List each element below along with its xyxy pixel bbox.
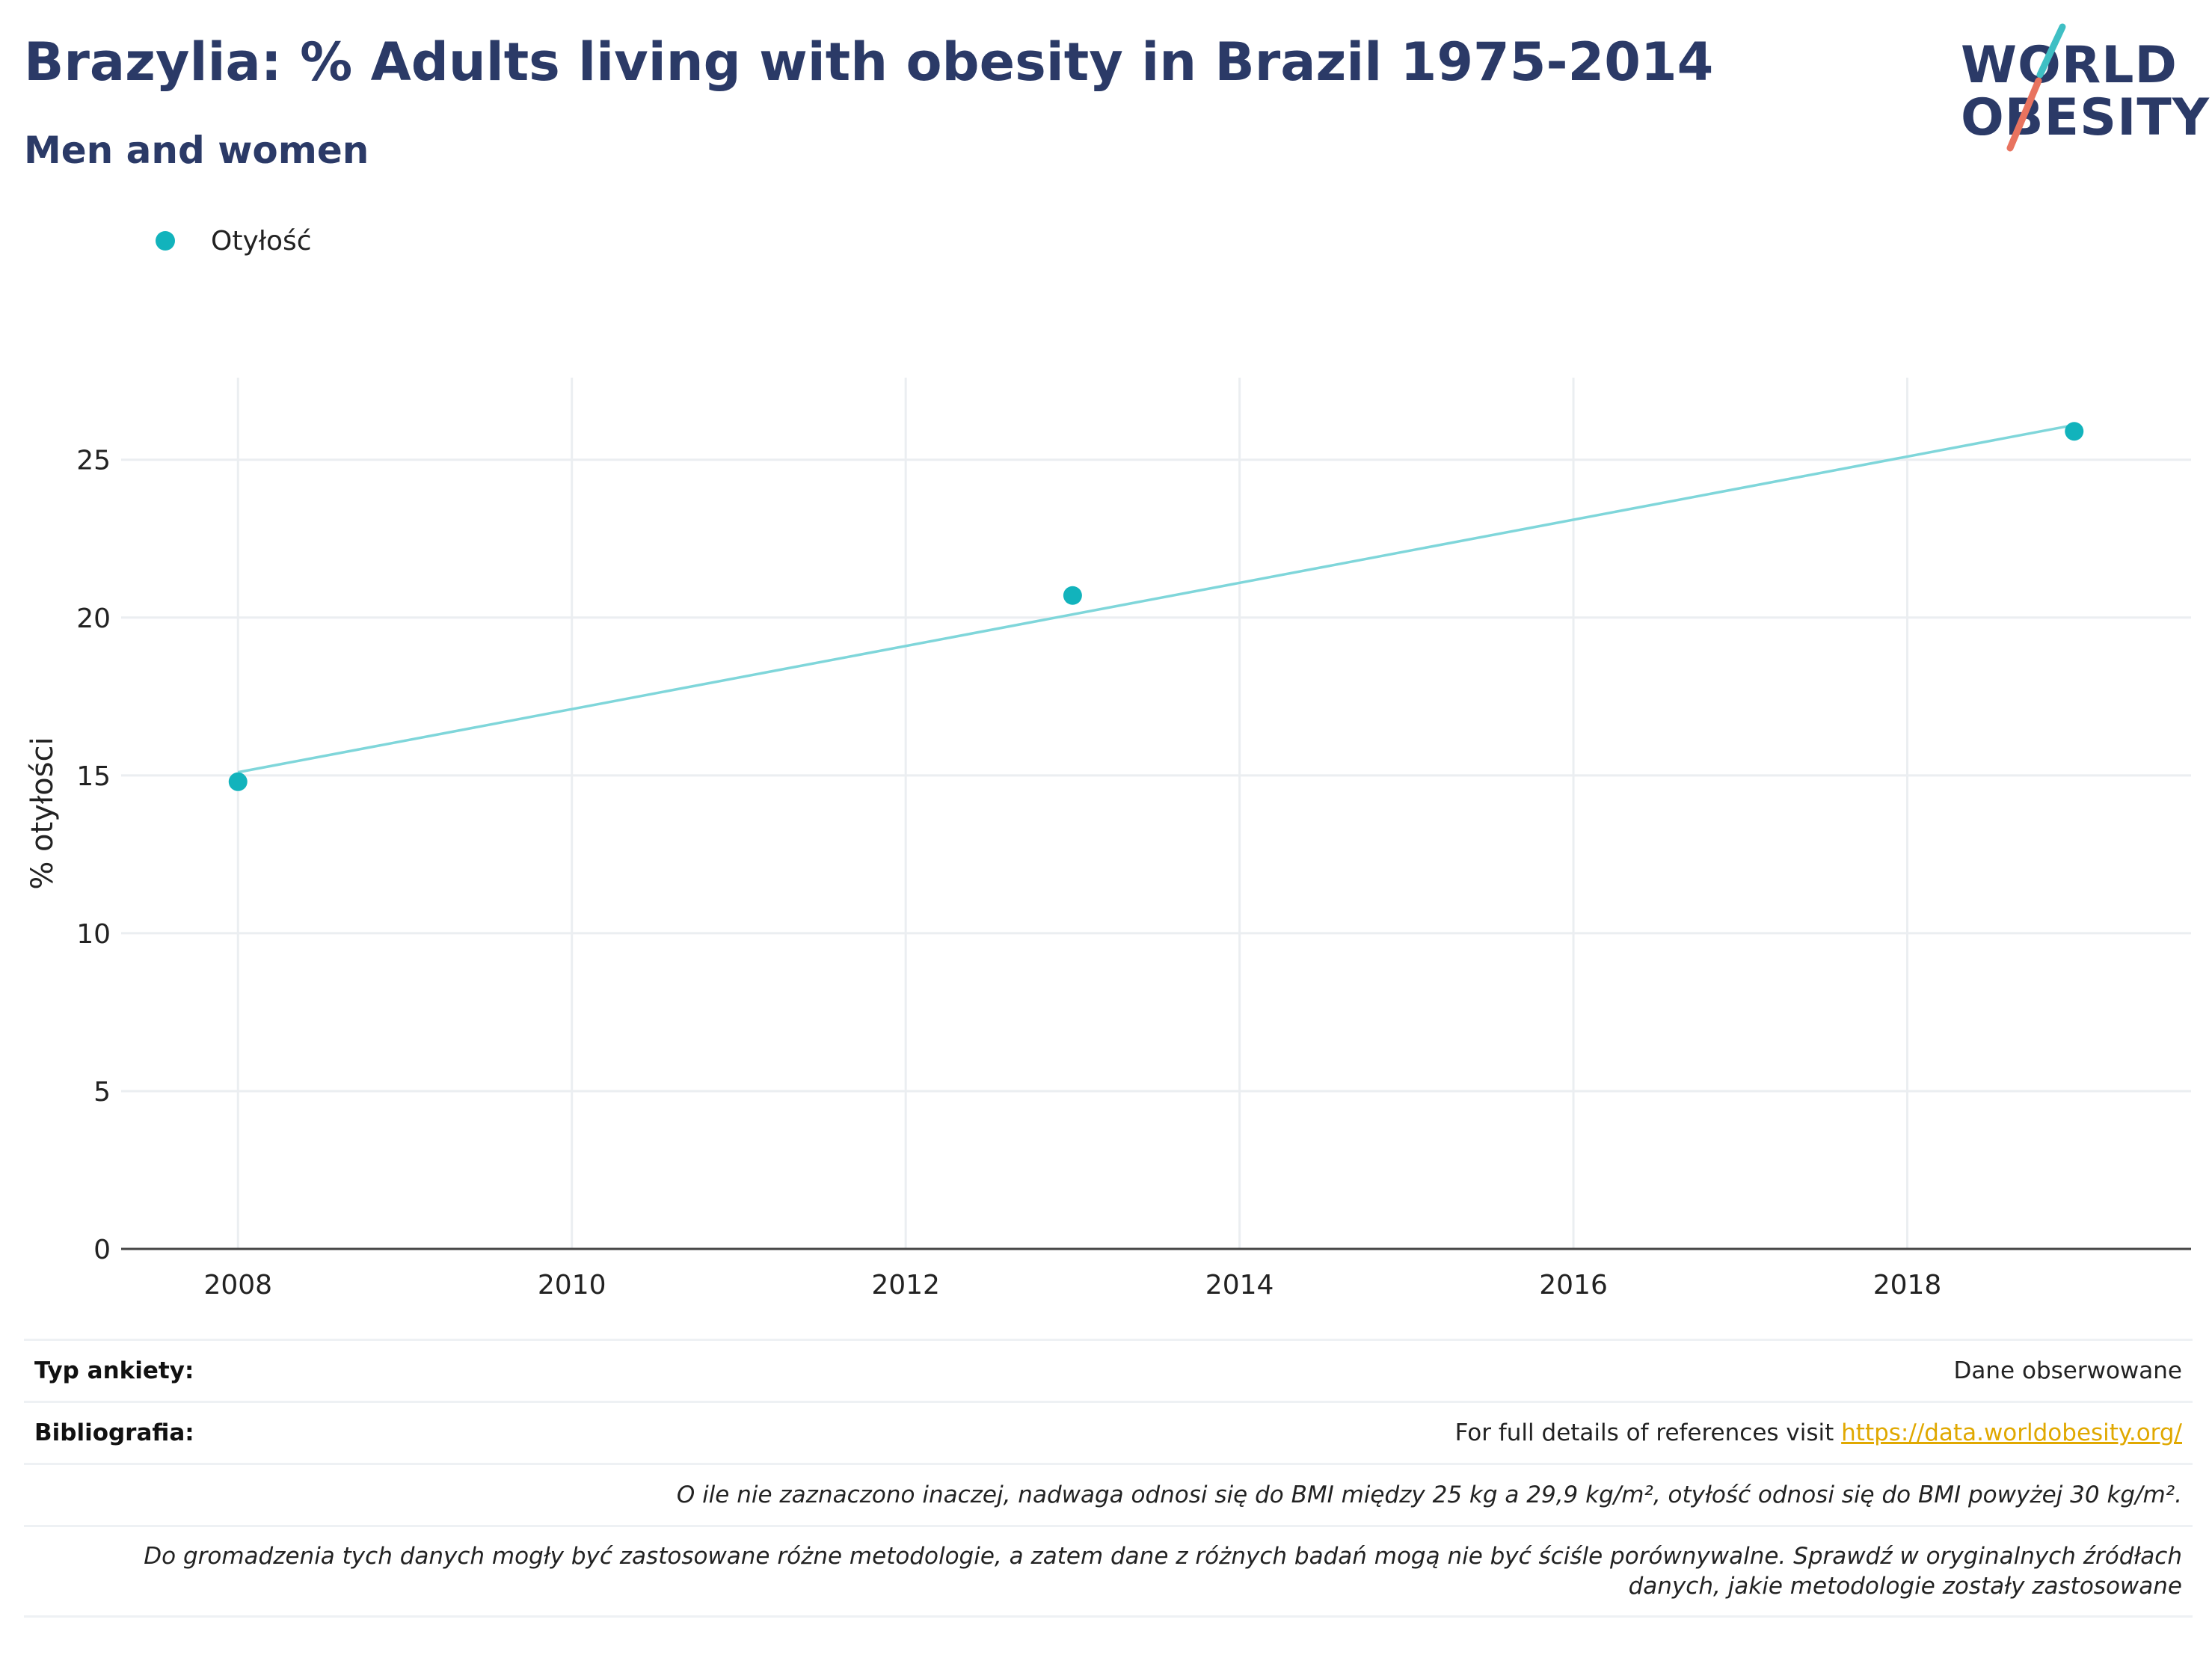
methods-note-row: Do gromadzenia tych danych mogły być zas… — [24, 1525, 2193, 1618]
data-point — [2065, 422, 2084, 441]
metadata-table: Typ ankiety: Dane obserwowane Bibliograf… — [24, 1339, 2193, 1618]
y-tick-label: 5 — [93, 1077, 111, 1108]
methods-note-line-1: Do gromadzenia tych danych mogły być zas… — [144, 1543, 2182, 1570]
logo-line-2: OBESITY — [1961, 88, 2210, 147]
x-tick-label: 2008 — [203, 1270, 272, 1301]
y-axis-label: % otyłości — [25, 737, 60, 889]
bibliography-value: For full details of references visit htt… — [1455, 1419, 2182, 1446]
survey-type-value: Dane obserwowane — [1953, 1357, 2182, 1384]
world-obesity-logo: WORLD OBESITY — [1952, 21, 2209, 156]
x-axis-ticks: 2008 2010 2012 2014 2016 2018 — [203, 1270, 1941, 1301]
x-tick-label: 2018 — [1873, 1270, 1942, 1301]
chart: 0 5 10 15 20 25 2008 2010 2012 2014 2016 2018 % ot… — [25, 378, 2191, 1301]
logo-line-1: WORLD — [1961, 36, 2178, 95]
bmi-note-row: O ile nie zaznaczono inaczej, nadwaga od… — [24, 1463, 2193, 1525]
y-tick-label: 25 — [76, 446, 111, 476]
data-point — [1063, 586, 1082, 605]
survey-type-label: Typ ankiety: — [34, 1357, 194, 1384]
methods-note: Do gromadzenia tych danych mogły być zas… — [34, 1541, 2182, 1601]
methods-note-line-2: danych, jakie metodologie zostały zastos… — [1628, 1573, 2182, 1600]
survey-type-row: Typ ankiety: Dane obserwowane — [24, 1339, 2193, 1401]
x-tick-label: 2010 — [538, 1270, 606, 1301]
chart-legend: Otyłość — [156, 224, 312, 257]
bibliography-link[interactable]: https://data.worldobesity.org/ — [1841, 1419, 2182, 1446]
y-tick-label: 20 — [76, 604, 111, 634]
data-points — [228, 422, 2084, 791]
y-tick-label: 0 — [93, 1235, 111, 1265]
bibliography-label: Bibliografia: — [34, 1419, 194, 1446]
chart-grid — [121, 378, 2191, 1249]
logo-slash-icon — [2006, 23, 2066, 152]
y-axis-ticks: 0 5 10 15 20 25 — [76, 446, 111, 1265]
page-subtitle: Men and women — [24, 129, 369, 172]
trend-line — [237, 423, 2075, 774]
y-tick-label: 15 — [76, 761, 111, 792]
legend-marker — [156, 231, 175, 251]
legend-label: Otyłość — [211, 225, 312, 257]
y-tick-label: 10 — [76, 919, 111, 950]
x-tick-label: 2012 — [871, 1270, 940, 1301]
page-title: Brazylia: % Adults living with obesity i… — [24, 31, 1714, 93]
bibliography-text: For full details of references visit — [1454, 1419, 1842, 1446]
x-tick-label: 2014 — [1205, 1270, 1274, 1301]
x-tick-label: 2016 — [1539, 1270, 1608, 1301]
data-point — [228, 772, 248, 791]
bibliography-row: Bibliografia: For full details of refere… — [24, 1401, 2193, 1463]
bmi-note: O ile nie zaznaczono inaczej, nadwaga od… — [676, 1481, 2182, 1508]
